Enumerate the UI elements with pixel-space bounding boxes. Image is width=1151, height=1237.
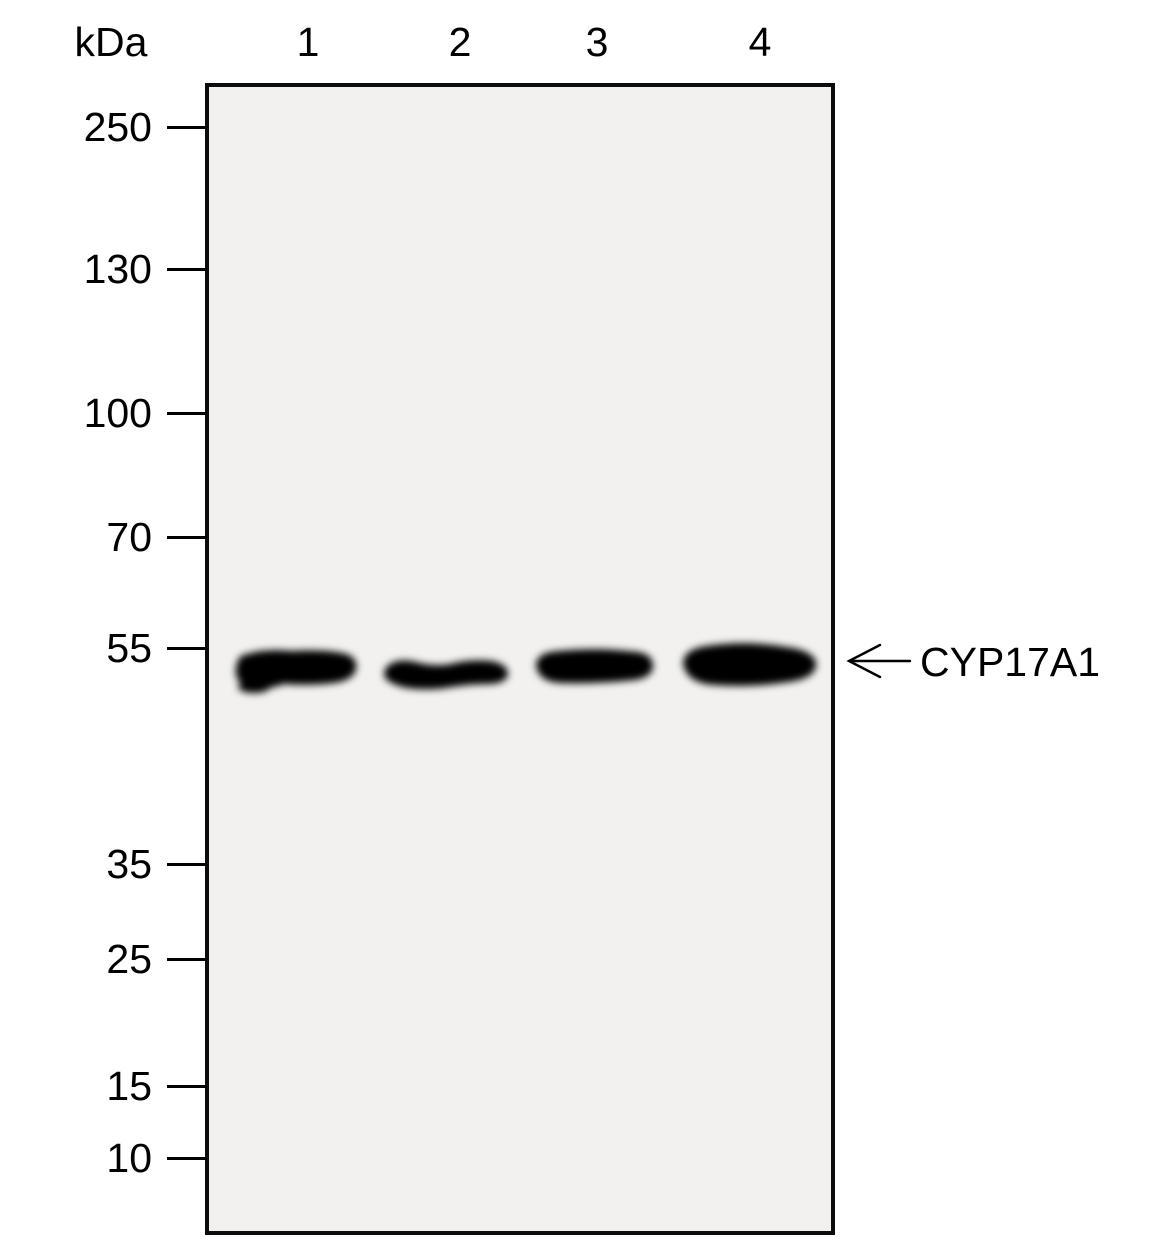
marker-label-70: 70: [106, 514, 152, 560]
marker-tick-35: [167, 863, 207, 866]
marker-label-130: 130: [83, 246, 152, 292]
marker-tick-25: [167, 958, 207, 961]
band-lane-2: [384, 660, 508, 690]
marker-label-250: 250: [83, 104, 152, 150]
marker-tick-70: [167, 536, 207, 539]
lane-label-4: 4: [748, 19, 772, 65]
band-lane-1: [235, 650, 357, 689]
marker-label-35: 35: [106, 841, 152, 887]
lane-label-3: 3: [585, 19, 609, 65]
marker-tick-130: [167, 268, 207, 271]
marker-label-15: 15: [106, 1063, 152, 1109]
marker-label-55: 55: [106, 625, 152, 671]
lane-label-1: 1: [296, 19, 320, 65]
kda-unit-label: kDa: [74, 19, 148, 65]
marker-tick-55: [167, 647, 207, 650]
marker-tick-15: [167, 1085, 207, 1088]
marker-label-100: 100: [83, 390, 152, 436]
band-lane-4: [683, 643, 817, 686]
marker-tick-250: [167, 126, 207, 129]
left-arrow-icon: [846, 643, 912, 679]
target-label: CYP17A1: [920, 639, 1101, 685]
marker-label-10: 10: [106, 1135, 152, 1181]
marker-tick-100: [167, 412, 207, 415]
marker-tick-10: [167, 1157, 207, 1160]
lane-label-2: 2: [448, 19, 472, 65]
band-lane-3: [536, 649, 653, 684]
band-lane-1-droop: [238, 681, 270, 693]
marker-label-25: 25: [106, 936, 152, 982]
